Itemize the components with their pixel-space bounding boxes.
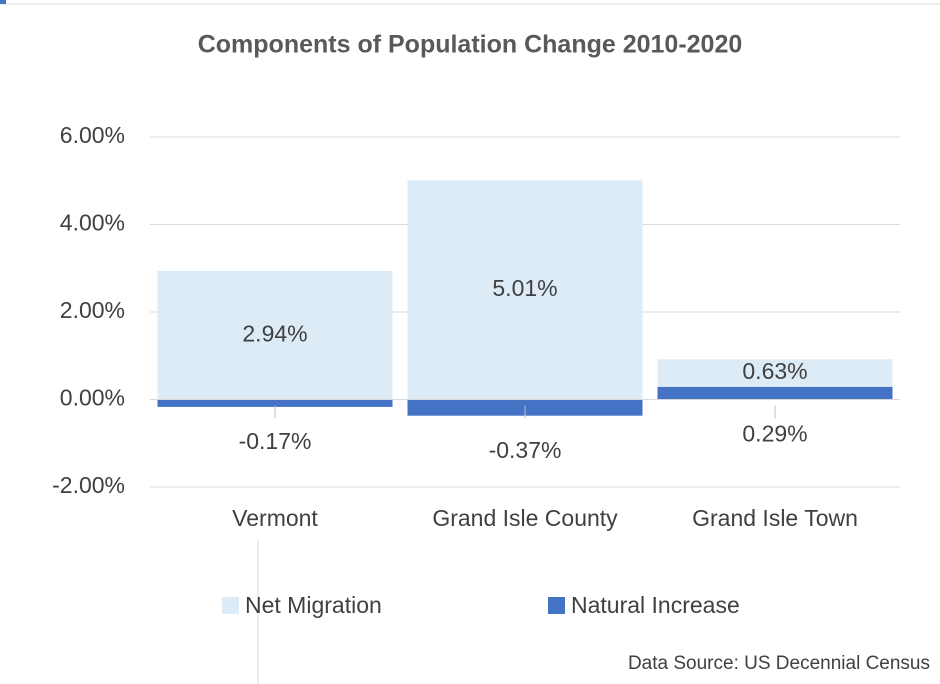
x-tick-label: Grand Isle County [432,505,618,531]
bar-segment [407,180,643,400]
legend-label: Net Migration [245,592,382,618]
data-label: 0.29% [742,421,807,447]
legend-swatch [222,597,239,614]
y-tick-label: 2.00% [60,297,125,323]
y-tick-label: -2.00% [52,472,125,498]
x-tick-label: Grand Isle Town [692,505,858,531]
source-note: Data Source: US Decennial Census [628,653,930,674]
corner-mark [0,0,6,4]
x-tick-label: Vermont [232,505,318,531]
legend-label: Natural Increase [571,592,740,618]
bar-segment [657,359,893,387]
data-label: -0.17% [239,428,312,454]
data-label: 2.94% [242,320,307,346]
data-label: -0.37% [489,437,562,463]
data-label: 5.01% [492,275,557,301]
y-tick-label: 6.00% [60,122,125,148]
bar-segment [657,386,893,400]
chart-title: Components of Population Change 2010-202… [198,31,743,59]
bar-segment [157,270,393,400]
bar-segment [157,399,393,407]
y-tick-label: 4.00% [60,210,125,236]
legend-swatch [548,597,565,614]
y-tick-label: 0.00% [60,385,125,411]
data-label: 0.63% [742,358,807,384]
